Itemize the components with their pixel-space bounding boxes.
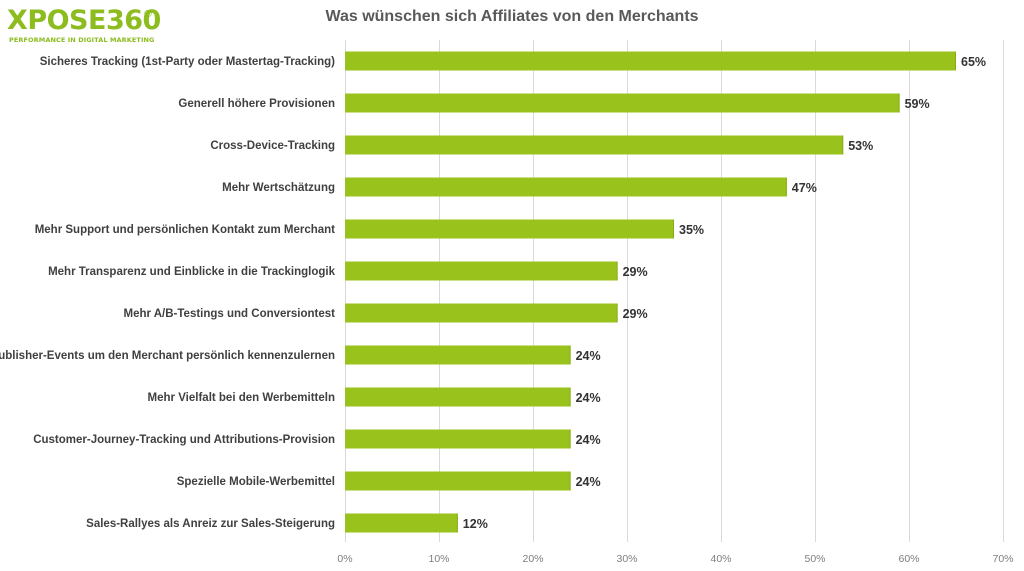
data-label: 24% <box>576 475 601 489</box>
gridlines <box>345 40 1004 542</box>
value-labels: 65% 59% 53% 47% 35% 29% 29% 24% 24% 24% 24% 12% <box>463 55 986 531</box>
brand-logo: XPOSE360 ® PERFORMANCE IN DIGITAL MARKET… <box>7 6 161 45</box>
bar <box>345 261 618 281</box>
data-label: 65% <box>961 55 986 69</box>
data-label: 47% <box>792 181 817 195</box>
x-tick-label: 10% <box>428 553 449 565</box>
bar <box>345 219 674 239</box>
category-label: Mehr Vielfalt bei den Werbemitteln <box>148 392 335 404</box>
category-label: Mehr A/B-Testings und Conversiontest <box>124 308 336 320</box>
data-label: 24% <box>576 391 601 405</box>
data-label: 59% <box>905 97 930 111</box>
category-label: Publisher-Events um den Merchant persönl… <box>0 350 335 362</box>
bar <box>345 387 571 407</box>
data-label: 24% <box>576 349 601 363</box>
data-label: 53% <box>848 139 873 153</box>
category-labels: Sicheres Tracking (1st-Party oder Master… <box>0 56 336 530</box>
bar <box>345 51 956 71</box>
bar <box>345 93 900 113</box>
x-tick-label: 70% <box>992 553 1013 565</box>
data-label: 29% <box>623 265 648 279</box>
data-label: 24% <box>576 433 601 447</box>
category-label: Mehr Wertschätzung <box>222 182 335 194</box>
x-tick-label: 60% <box>898 553 919 565</box>
bar <box>345 135 844 155</box>
x-axis-tick-labels: 0% 10% 20% 30% 40% 50% 60% 70% <box>337 553 1013 565</box>
data-label: 35% <box>679 223 704 237</box>
category-label: Generell höhere Provisionen <box>178 98 335 110</box>
bar <box>345 513 458 533</box>
x-tick-label: 40% <box>710 553 731 565</box>
category-label: Customer-Journey-Tracking und Attributio… <box>33 434 335 446</box>
data-label: 29% <box>623 307 648 321</box>
category-label: Mehr Transparenz und Einblicke in die Tr… <box>48 266 336 278</box>
x-tick-label: 30% <box>616 553 637 565</box>
chart-title: Was wünschen sich Affiliates von den Mer… <box>325 8 699 25</box>
bars <box>345 51 956 533</box>
category-label: Mehr Support und persönlichen Kontakt zu… <box>35 224 335 236</box>
logo-registered-mark: ® <box>143 9 153 20</box>
bar <box>345 429 571 449</box>
category-label: Sales-Rallyes als Anreiz zur Sales-Steig… <box>86 518 335 530</box>
logo-tagline: PERFORMANCE IN DIGITAL MARKETING <box>9 36 155 44</box>
category-label: Sicheres Tracking (1st-Party oder Master… <box>40 56 335 68</box>
data-label: 12% <box>463 517 488 531</box>
x-tick-label: 50% <box>804 553 825 565</box>
bar <box>345 303 618 323</box>
category-label: Spezielle Mobile-Werbemittel <box>177 476 335 488</box>
x-tick-label: 20% <box>522 553 543 565</box>
x-tick-label: 0% <box>337 553 352 565</box>
bar <box>345 345 571 365</box>
bar <box>345 177 787 197</box>
bar <box>345 471 571 491</box>
logo-wordmark: XPOSE360 <box>7 5 161 36</box>
category-label: Cross-Device-Tracking <box>210 140 335 152</box>
